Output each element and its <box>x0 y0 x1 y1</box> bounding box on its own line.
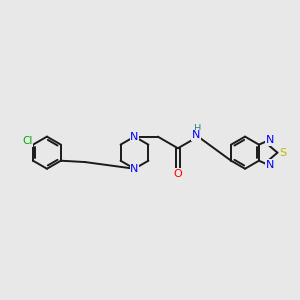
Text: N: N <box>130 164 139 174</box>
Text: N: N <box>192 130 200 140</box>
Text: O: O <box>174 169 182 179</box>
Text: S: S <box>280 148 287 158</box>
Text: N: N <box>266 135 274 146</box>
Text: N: N <box>266 160 274 170</box>
Text: N: N <box>130 132 139 142</box>
Text: Cl: Cl <box>22 136 33 146</box>
Text: H: H <box>194 124 202 134</box>
